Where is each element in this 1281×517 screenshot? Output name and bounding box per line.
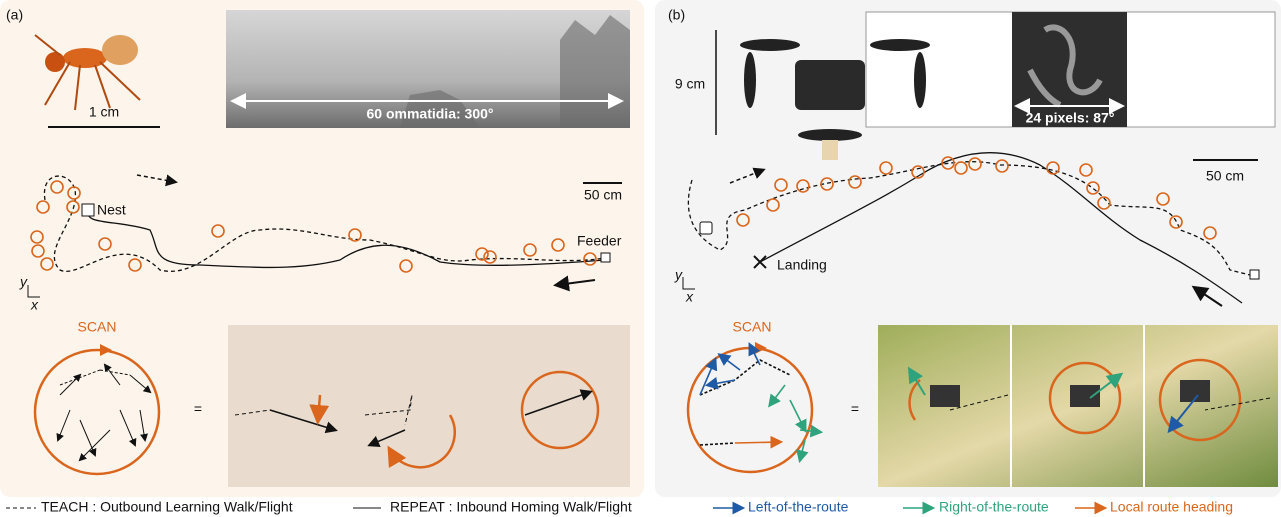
map-scale-label: 50 cm [584,187,622,203]
panel-label: (a) [6,7,23,23]
legend-teach: TEACH : Outbound Learning Walk/Flight [41,499,293,515]
equals: = [851,401,859,417]
feeder-marker [601,253,610,262]
legend-right: Right-of-the-route [939,499,1049,515]
landing-label: Landing [777,257,827,273]
image-label: 24 pixels: 87° [1026,110,1115,126]
legend-repeat: REPEAT : Inbound Homing Walk/Flight [390,499,632,515]
equals: = [194,401,202,417]
legend-left: Left-of-the-route [748,499,849,515]
scan-label: SCAN [78,319,117,335]
axis-x: x [30,297,39,313]
scale-label: 1 cm [89,104,119,120]
axis-x: x [685,289,694,305]
legend-heading: Local route heading [1110,499,1233,515]
feeder-label: Feeder [577,233,622,249]
nest-marker [82,204,94,216]
figure: (a) 1 cm 60 ommatidia: 300° 50 cm Nest F… [0,0,1281,517]
panel-label: (b) [668,7,685,23]
start-marker [700,222,712,234]
axis-y: y [19,274,28,290]
drone-scale-label: 9 cm [675,76,705,92]
axis-y: y [674,267,683,283]
goal-marker [1250,270,1259,279]
scan-label: SCAN [733,319,772,335]
panorama-label: 60 ommatidia: 300° [367,106,494,122]
ant-photo [228,325,630,487]
map-scale-label: 50 cm [1206,168,1244,184]
nest-label: Nest [97,202,126,218]
